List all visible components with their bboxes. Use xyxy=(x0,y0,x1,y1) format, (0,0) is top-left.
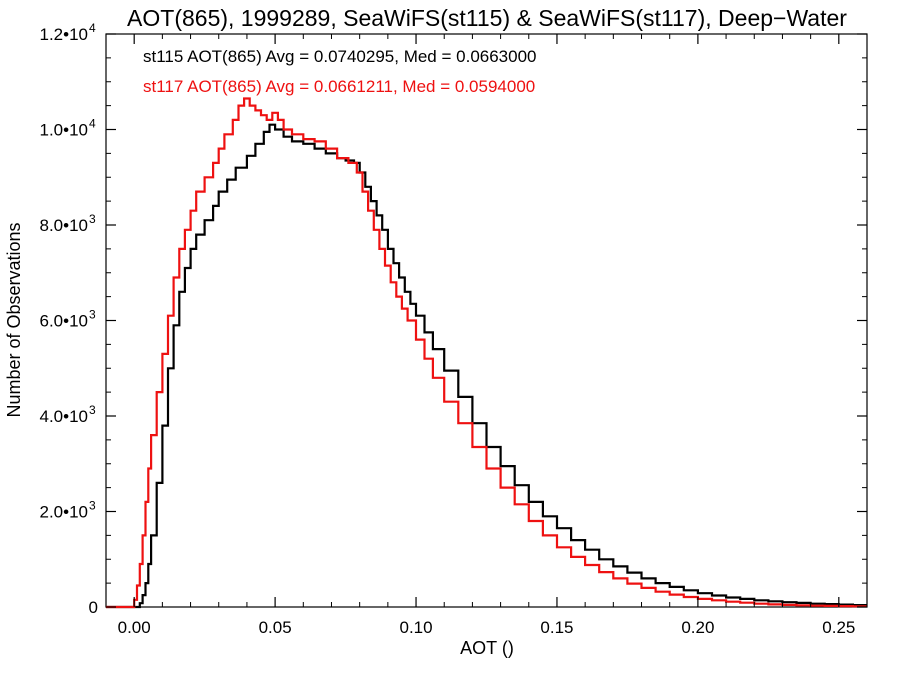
legend-entry-st117: st117 AOT(865) Avg = 0.0661211, Med = 0.… xyxy=(143,77,535,96)
x-tick-label: 0.25 xyxy=(822,618,855,637)
y-tick-exponent: 4 xyxy=(89,117,96,131)
y-tick-label: 1.2•10 xyxy=(40,25,89,44)
y-tick-label: 2.0•10 xyxy=(40,503,89,522)
chart-title: AOT(865), 1999289, SeaWiFS(st115) & SeaW… xyxy=(127,5,847,31)
x-tick-label: 0.10 xyxy=(399,618,432,637)
x-tick-label: 0.05 xyxy=(259,618,292,637)
y-tick-label: 4.0•10 xyxy=(40,407,89,426)
y-tick-exponent: 3 xyxy=(89,212,96,226)
y-axis: 02.0•10 34.0•10 36.0•10 38.0•10 31.0•10 41.2•… xyxy=(40,21,867,617)
x-tick-label: 0.20 xyxy=(681,618,714,637)
series-layer xyxy=(106,97,867,609)
plot-frame xyxy=(105,33,868,608)
x-tick-label: 0.00 xyxy=(118,618,151,637)
series-line-st115 xyxy=(106,123,867,609)
legend-entry-st115: st115 AOT(865) Avg = 0.0740295, Med = 0.… xyxy=(143,47,537,66)
plot-area: 0.00 0.05 0.10 0.15 0.20 0.25 02.0•10 34.0•10 3… xyxy=(40,21,868,637)
series-line-st117 xyxy=(106,97,867,609)
y-tick-label: 6.0•10 xyxy=(40,312,89,331)
y-tick-exponent: 3 xyxy=(89,403,96,417)
y-tick-exponent: 3 xyxy=(89,308,96,322)
x-axis-label: AOT () xyxy=(460,638,514,658)
y-tick-exponent: 3 xyxy=(89,499,96,513)
x-axis: 0.00 0.05 0.10 0.15 0.20 0.25 xyxy=(118,34,868,637)
y-tick-label: 1.0•10 xyxy=(40,121,89,140)
y-axis-label: Number of Observations xyxy=(4,222,24,417)
x-tick-label: 0.15 xyxy=(540,618,573,637)
y-tick-label: 8.0•10 xyxy=(40,216,89,235)
y-tick-exponent: 4 xyxy=(89,21,96,35)
y-tick-label: 0 xyxy=(89,598,98,617)
